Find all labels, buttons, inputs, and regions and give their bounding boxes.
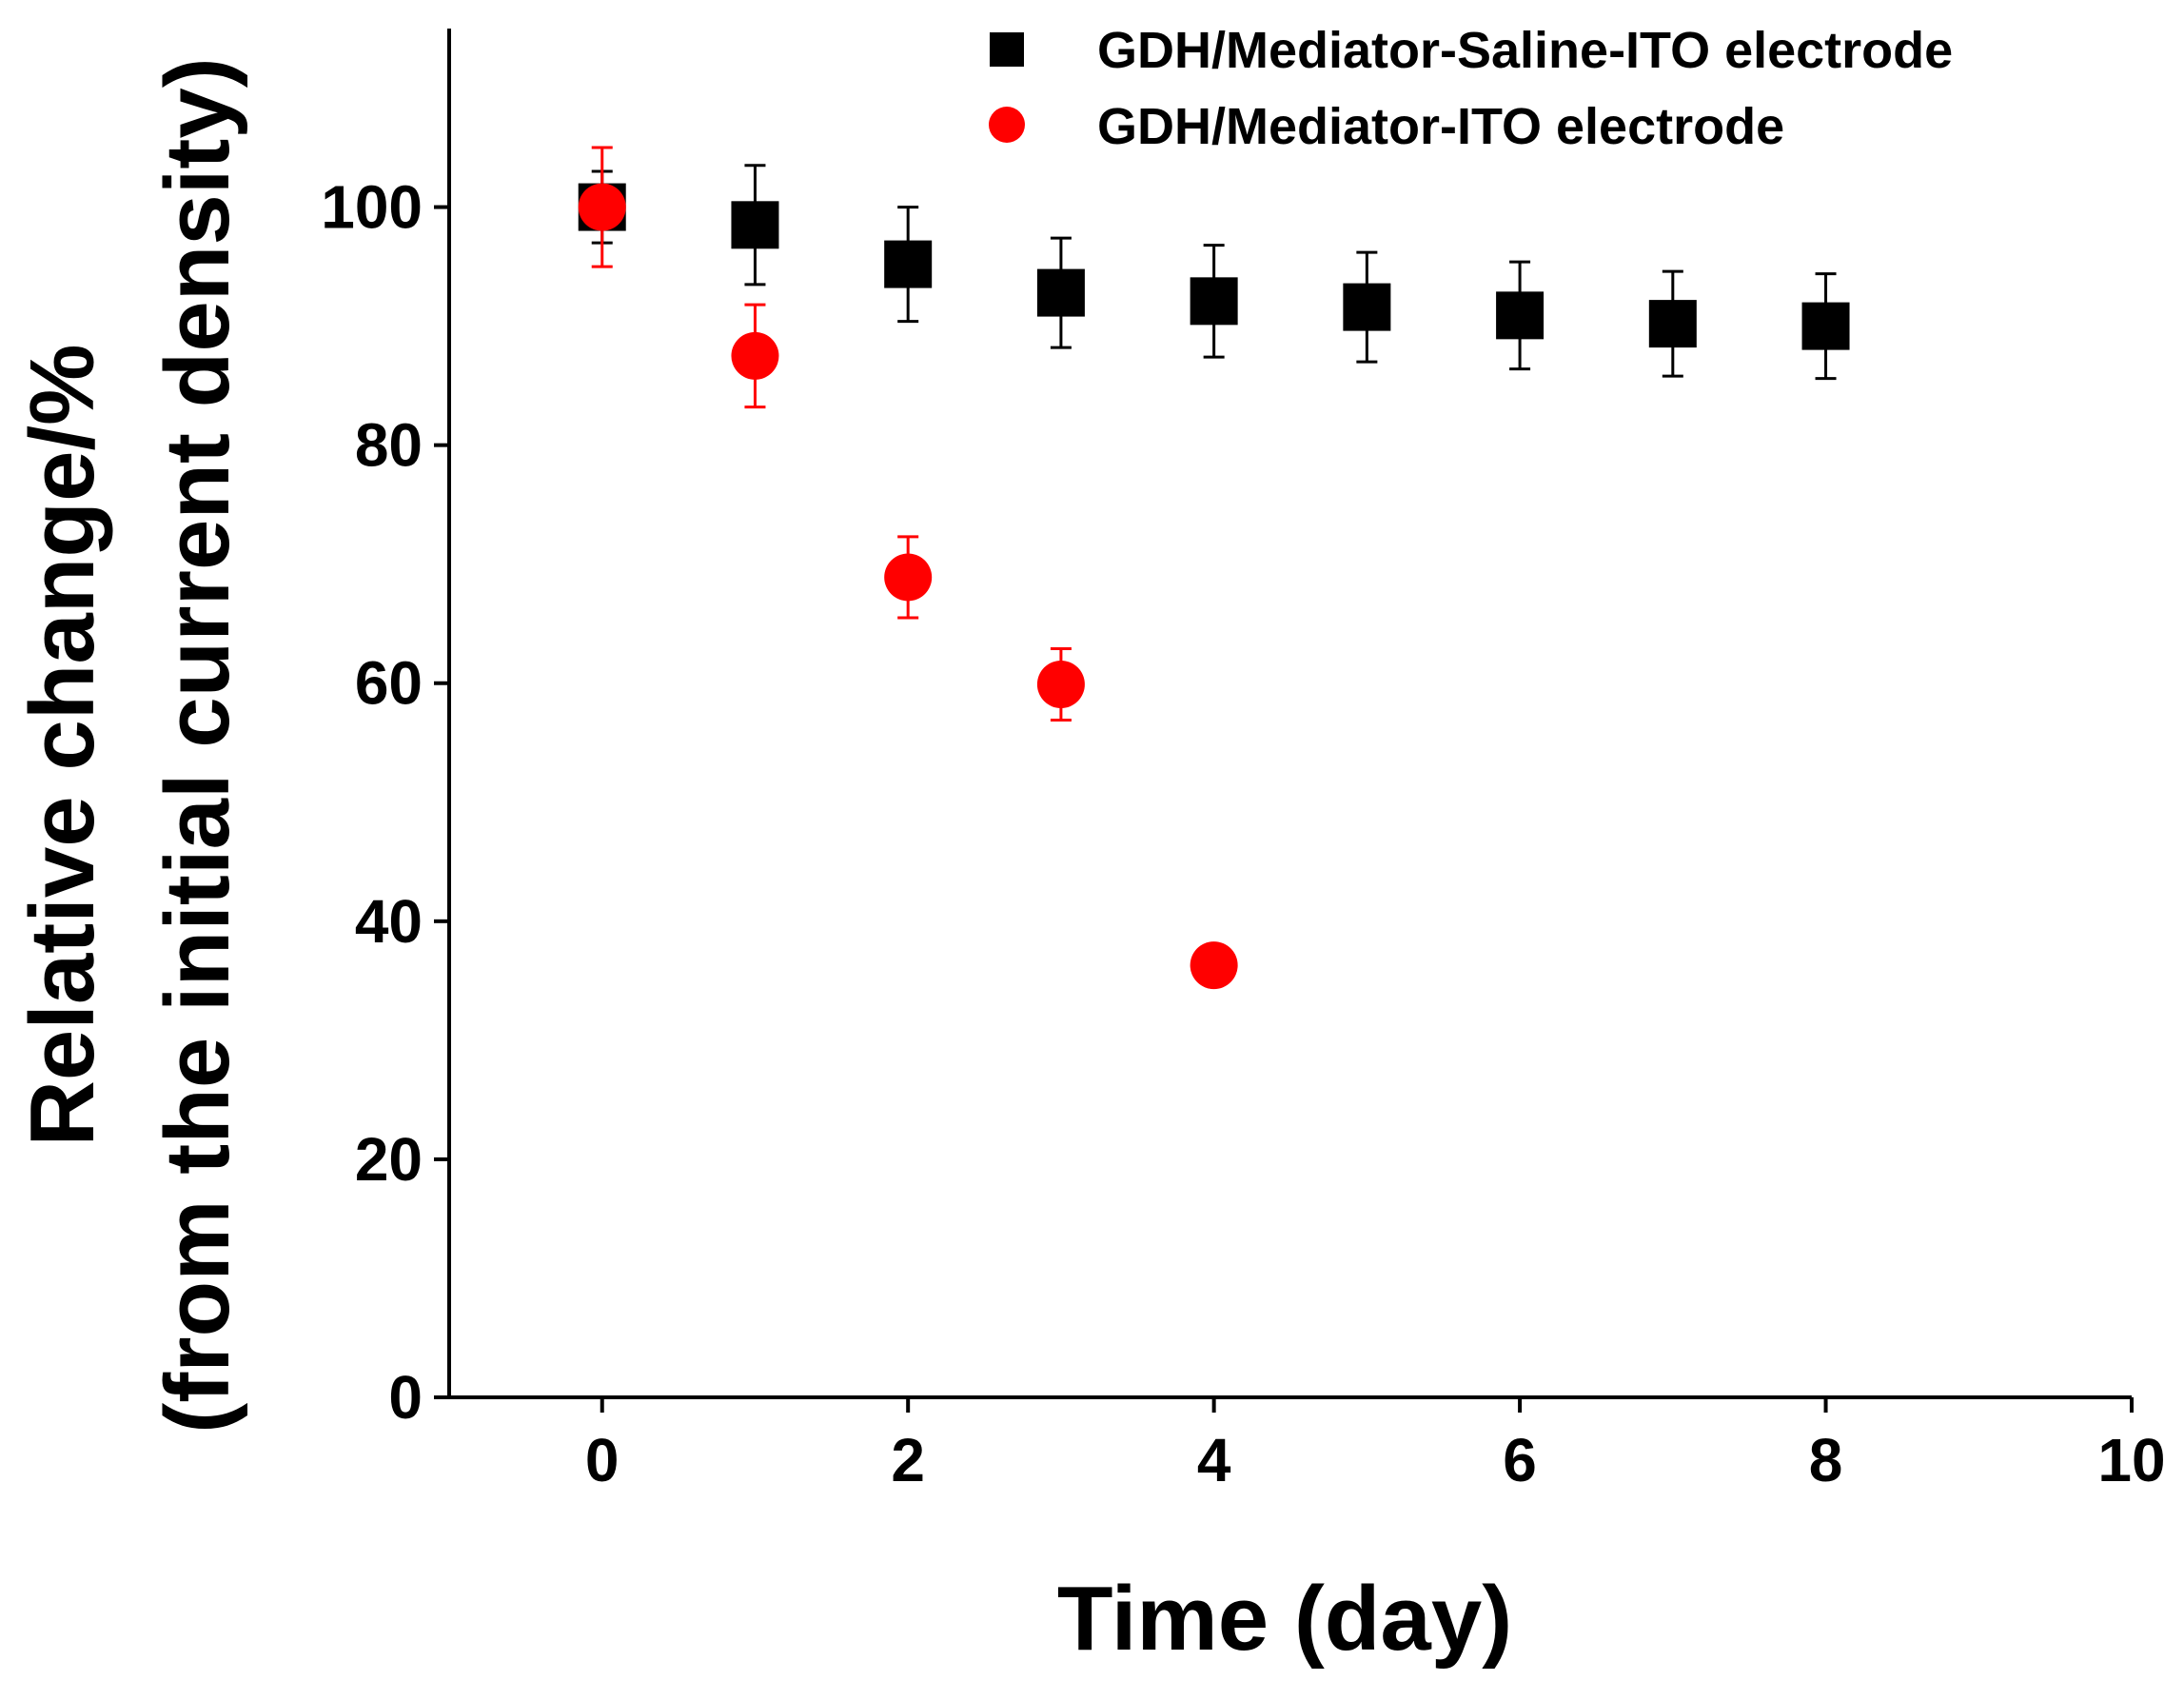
x-tick-label: 0: [585, 1426, 620, 1494]
y-tick-label: 0: [388, 1363, 423, 1432]
data-point-ito: [731, 331, 779, 380]
axes: [447, 29, 2132, 1399]
x-tick-label: 6: [1503, 1426, 1537, 1494]
legend-label-saline: GDH/Mediator-Saline-ITO electrode: [1097, 22, 1953, 79]
data-point-ito: [1190, 941, 1238, 990]
legend: GDH/Mediator-Saline-ITO electrode GDH/Me…: [989, 22, 1953, 155]
data-point-saline: [1648, 300, 1697, 348]
x-axis-title: Time (day): [1057, 1568, 1512, 1670]
data-point-saline: [1801, 302, 1850, 350]
series-ito: [578, 183, 1238, 990]
data-point-ito: [884, 553, 933, 602]
y-tick-label: 80: [355, 411, 423, 480]
series-saline: [578, 183, 1850, 350]
data-marks: [578, 183, 1850, 990]
data-point-saline: [1496, 291, 1545, 340]
data-point-saline: [1190, 277, 1238, 326]
x-tick-label: 4: [1197, 1426, 1231, 1494]
x-tick-label: 8: [1809, 1426, 1843, 1494]
y-axis-title-line-2: (from the initial current density): [147, 57, 248, 1433]
legend-marker-saline: [990, 32, 1024, 67]
data-point-ito: [1036, 660, 1085, 708]
y-tick-label: 40: [355, 887, 423, 956]
y-axis-title-line-1: Relative change/%: [11, 345, 113, 1147]
y-axis-title: Relative change/% (from the initial curr…: [11, 57, 248, 1433]
y-tick-label: 20: [355, 1125, 423, 1194]
x-tick-label: 10: [2097, 1426, 2165, 1494]
data-point-ito: [578, 183, 626, 231]
data-point-saline: [731, 201, 779, 249]
data-point-saline: [884, 240, 933, 288]
legend-marker-ito: [989, 107, 1025, 143]
data-point-saline: [1343, 283, 1391, 331]
y-tick-label: 100: [321, 173, 423, 242]
legend-label-ito: GDH/Mediator-ITO electrode: [1097, 98, 1784, 155]
y-tick-label: 60: [355, 649, 423, 718]
x-tick-label: 2: [891, 1426, 925, 1494]
data-point-saline: [1036, 268, 1085, 317]
